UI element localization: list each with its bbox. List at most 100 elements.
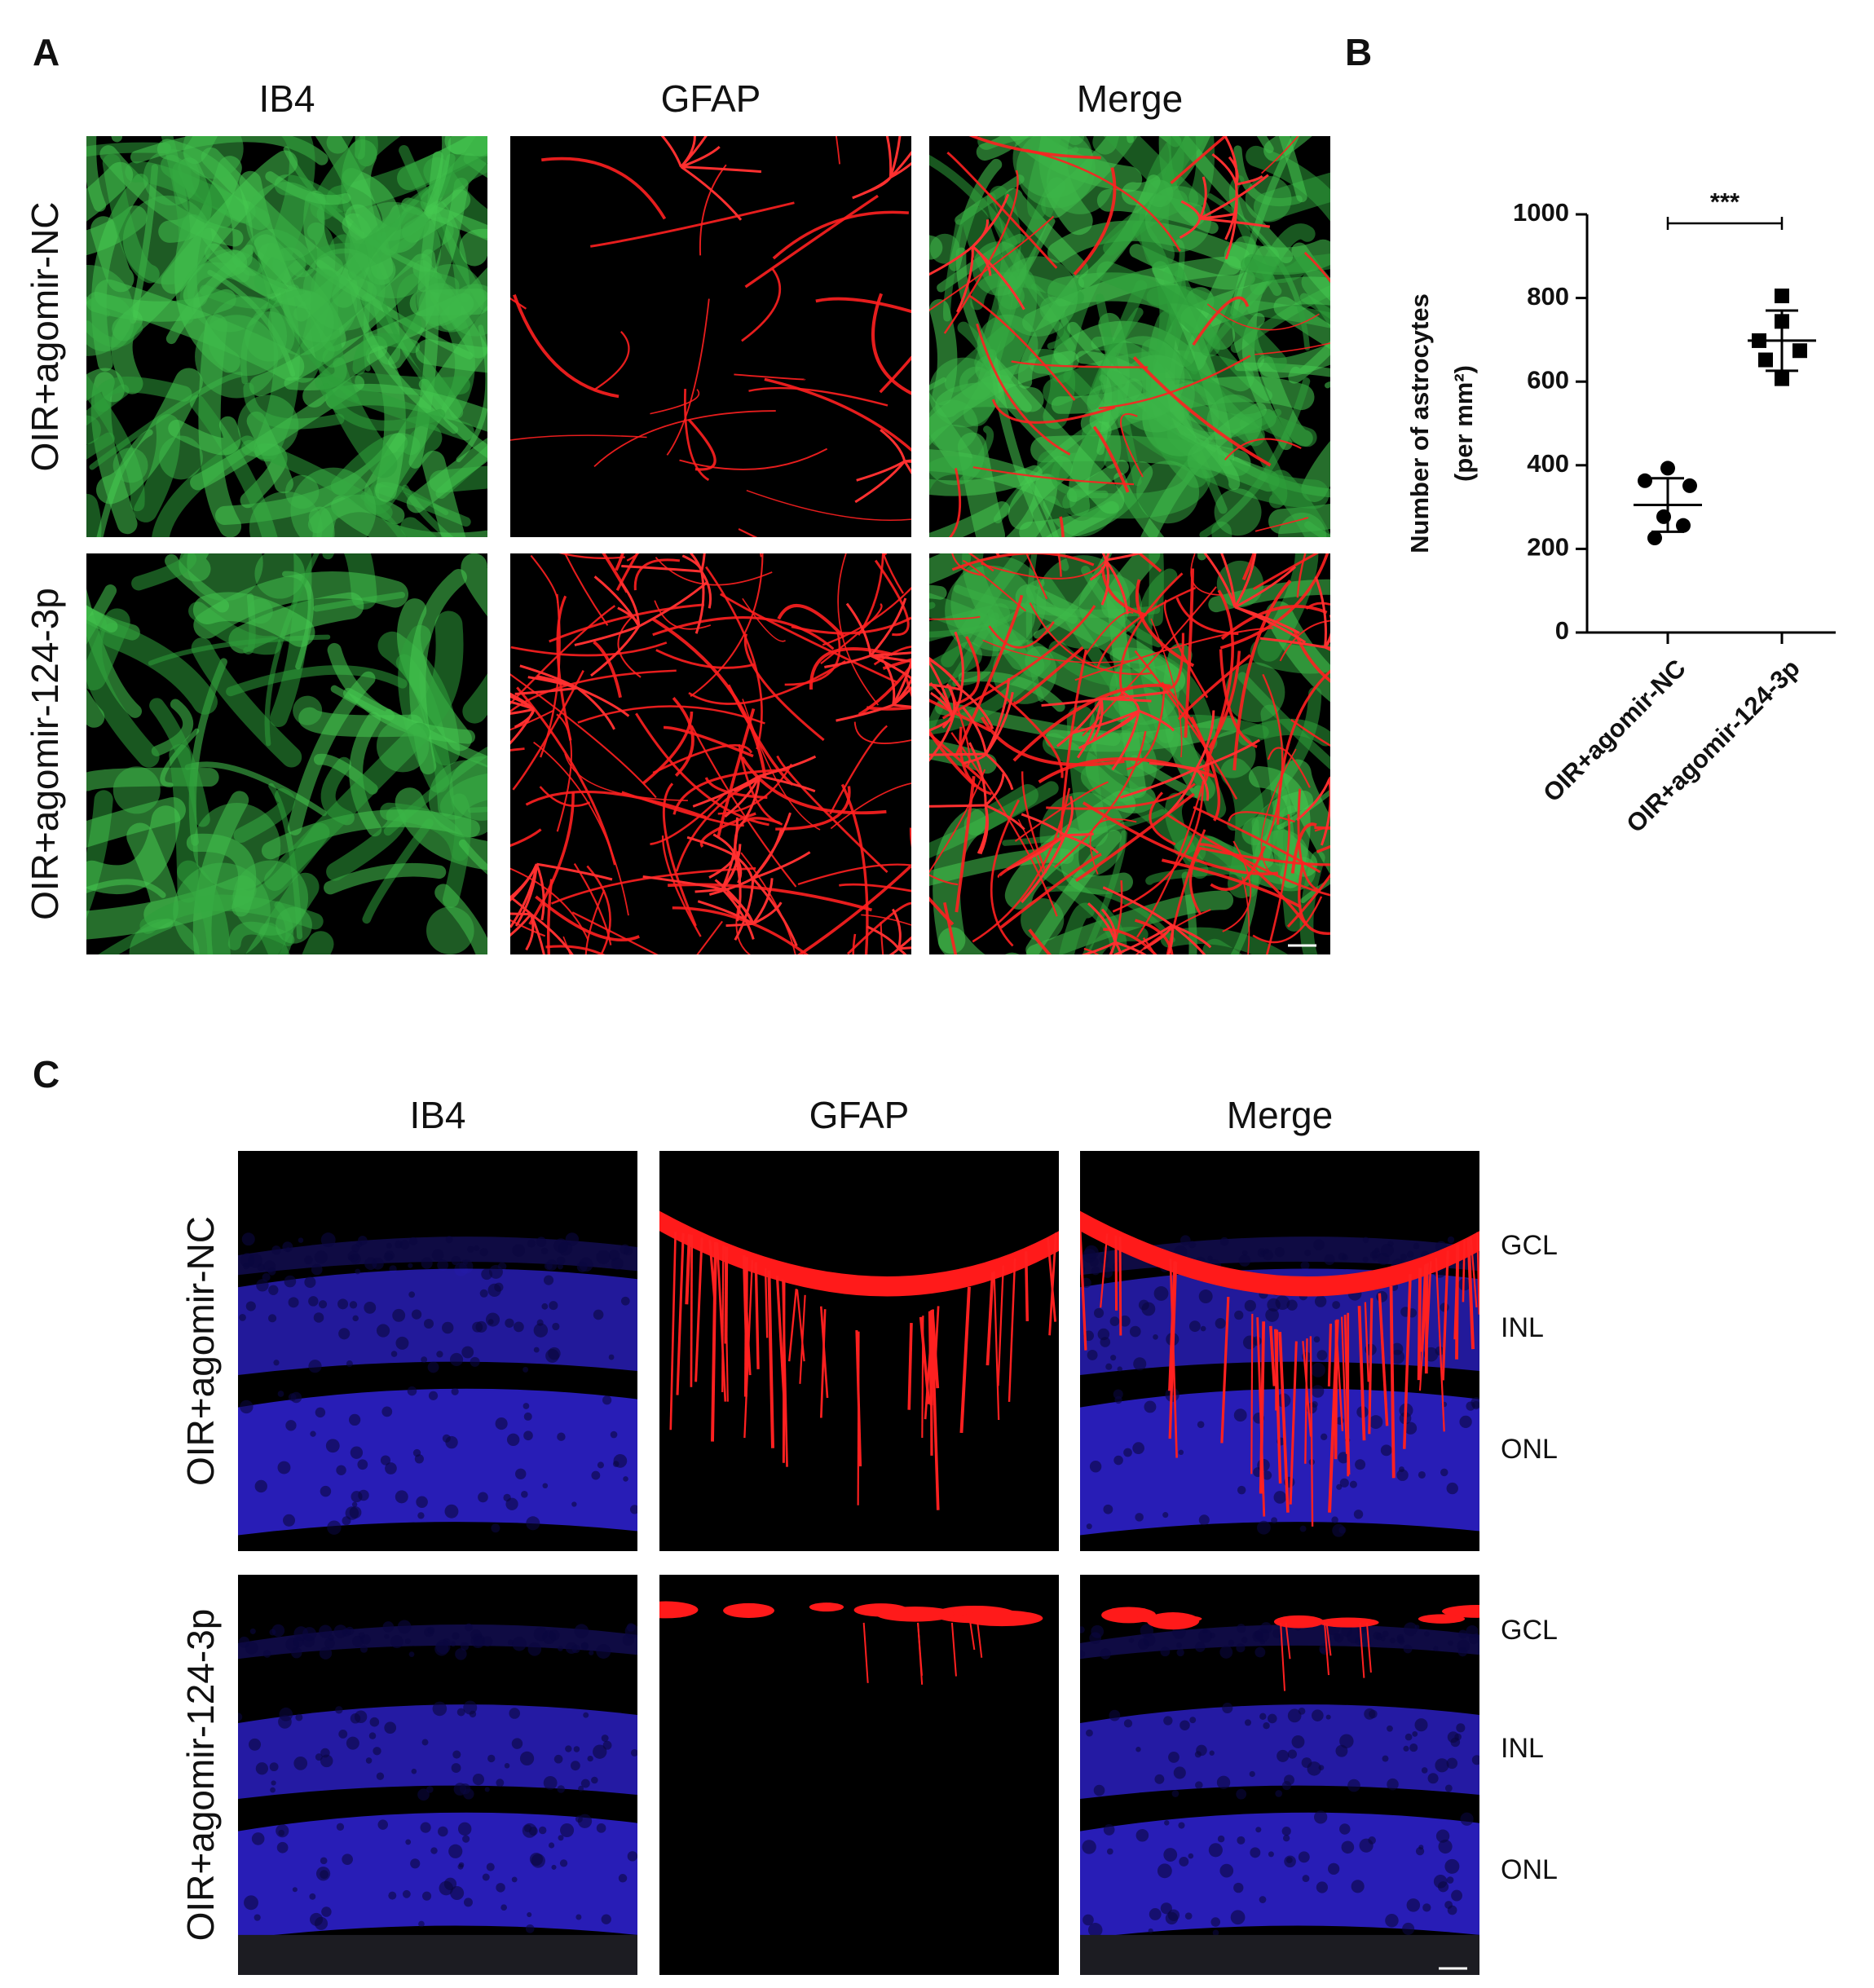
nucleus-gap — [1249, 1770, 1255, 1778]
nucleus-gap — [1103, 1504, 1113, 1514]
vessel — [1045, 500, 1119, 537]
astrocyte-fiber — [650, 389, 700, 415]
nucleus-gap — [244, 1895, 258, 1911]
vessel — [1188, 136, 1215, 207]
nucleus-gap — [1135, 1747, 1141, 1752]
nucleus-gap — [1316, 1881, 1329, 1893]
astrocyte-fiber — [980, 716, 1125, 767]
nucleus-gap — [1382, 1630, 1389, 1638]
muller-fiber — [1325, 1622, 1332, 1656]
nucleus-gap — [1164, 1820, 1170, 1826]
astrocyte-fiber — [633, 558, 681, 591]
astrocyte — [1166, 925, 1174, 954]
astrocyte-fiber — [1013, 646, 1084, 705]
astrocyte-fiber — [951, 553, 1095, 571]
nucleus-gap — [369, 1717, 380, 1727]
nucleus-gap — [1369, 1415, 1383, 1430]
vessel-tuft — [950, 556, 1047, 652]
vessel-tuft — [1142, 379, 1219, 456]
nucleus-gap — [423, 1319, 434, 1329]
nucleus-gap — [538, 1826, 547, 1835]
astrocyte-fiber — [593, 410, 776, 468]
nucleus-gap — [593, 1744, 607, 1759]
astrocyte-fiber — [1219, 553, 1329, 650]
nucleus-gap — [421, 1739, 429, 1746]
astrocyte — [885, 136, 893, 178]
nucleus-gap — [1234, 1310, 1244, 1320]
nucleus-gap — [533, 1323, 549, 1338]
nucleus-gap — [1418, 1845, 1424, 1850]
data-point — [1775, 289, 1789, 304]
nucleus-gap — [1311, 1401, 1318, 1408]
nucleus-gap — [1179, 1857, 1189, 1867]
astrocyte — [870, 654, 911, 680]
astrocyte — [946, 683, 956, 719]
vessel — [100, 623, 218, 715]
nucleus-gap — [593, 1309, 604, 1320]
nucleus-gap — [262, 1650, 271, 1658]
astrocyte-fiber — [1296, 553, 1307, 598]
astrocyte — [1195, 710, 1215, 769]
nucleus-gap — [336, 1823, 345, 1831]
nucleus-gap — [448, 1844, 463, 1858]
micrograph — [510, 136, 911, 537]
vessel-tuft — [929, 424, 985, 486]
micrograph — [929, 553, 1330, 954]
nucleus-gap — [1207, 1255, 1213, 1261]
nucleus-gap — [1373, 1631, 1382, 1640]
astrocyte-fiber — [776, 755, 888, 874]
nucleus-gap — [570, 1761, 580, 1771]
column-header: Merge — [1077, 77, 1183, 120]
nucleus-gap — [381, 1406, 393, 1417]
nucleus-gap — [565, 1745, 572, 1752]
astrocyte — [712, 833, 737, 857]
astrocyte — [1149, 761, 1197, 770]
nucleus-gap — [494, 1282, 504, 1292]
astrocyte-fiber — [1220, 605, 1328, 641]
nucleus-gap — [533, 1627, 548, 1642]
nucleus-gap — [1400, 1254, 1407, 1261]
muller-fiber — [1389, 1285, 1396, 1479]
micrograph — [1080, 1151, 1479, 1551]
astrocyte-fiber — [1119, 572, 1184, 700]
nucleus-gap — [491, 1523, 500, 1533]
nucleus-gap — [298, 1237, 304, 1243]
significance-label: *** — [1710, 187, 1740, 216]
nucleus-gap — [629, 1505, 637, 1514]
muller-fiber — [754, 1262, 760, 1369]
astrocyte — [536, 862, 613, 881]
micrograph — [86, 553, 487, 954]
astrocyte-fiber — [1166, 813, 1330, 897]
astrocyte-fiber — [777, 604, 845, 639]
astrocyte-fiber — [1109, 879, 1123, 954]
nucleus-gap — [411, 1309, 422, 1320]
muller-fiber — [819, 1306, 829, 1399]
nucleus-gap — [1093, 1307, 1105, 1318]
astrocyte-fiber — [635, 712, 769, 826]
astrocyte-fiber — [1192, 296, 1250, 346]
astrocyte — [681, 165, 762, 174]
nucleus-gap — [276, 1841, 289, 1854]
nucleus-gap — [358, 1632, 365, 1639]
nucleus-gap — [620, 1296, 630, 1306]
nucleus-gap — [1282, 1835, 1290, 1842]
astrocyte-fiber — [1057, 553, 1062, 577]
astrocyte-fiber — [562, 936, 571, 954]
nucleus-gap — [368, 1732, 377, 1739]
astrocyte — [1324, 646, 1330, 651]
astrocyte — [960, 689, 994, 730]
nucleus-gap — [436, 1351, 443, 1358]
nucleus-gap — [408, 1291, 416, 1298]
vessel — [418, 378, 487, 459]
nucleus-gap — [1178, 1822, 1185, 1829]
nucleus-gap — [1448, 1640, 1453, 1646]
nucleus-gap — [540, 1247, 549, 1255]
nucleus-gap — [1241, 1637, 1248, 1643]
column-header: Merge — [1227, 1094, 1333, 1136]
nucleus-gap — [293, 1756, 308, 1770]
nucleus-gap — [1184, 1912, 1193, 1920]
gfap-patch — [723, 1602, 774, 1618]
muller-fiber — [921, 1316, 924, 1439]
nucleus-gap — [1456, 1723, 1466, 1733]
astrocyte-fiber — [969, 294, 1076, 401]
